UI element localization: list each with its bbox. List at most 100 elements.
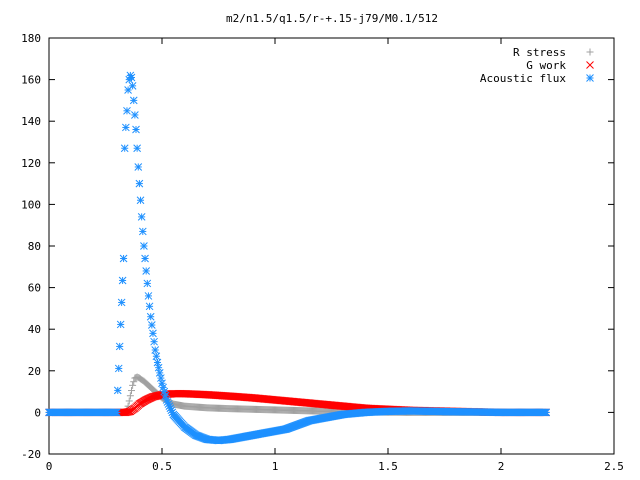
x-tick-label: 0.5 bbox=[152, 460, 172, 473]
data-point-stroke bbox=[150, 337, 158, 346]
data-point bbox=[128, 81, 137, 90]
data-point-stroke bbox=[118, 276, 127, 285]
data-point-stroke bbox=[132, 125, 140, 134]
data-point bbox=[154, 363, 163, 372]
data-point bbox=[127, 73, 136, 82]
data-point bbox=[141, 254, 149, 263]
y-tick-label: 120 bbox=[21, 157, 41, 170]
axes: 0 0.5 1 1.5 2 2.5 -20 0 20 40 60 80 100 120 140 160 180 bbox=[21, 32, 624, 473]
data-point bbox=[142, 267, 151, 275]
data-point bbox=[125, 397, 133, 405]
data-point bbox=[137, 213, 146, 221]
data-point bbox=[131, 111, 139, 119]
data-point bbox=[117, 298, 126, 307]
data-point-stroke bbox=[161, 391, 170, 400]
data-point-stroke bbox=[137, 213, 146, 221]
data-point bbox=[126, 392, 134, 400]
data-point-stroke bbox=[142, 267, 151, 275]
chart-title: m2/n1.5/q1.5/r-+.15-j79/M0.1/512 bbox=[226, 12, 438, 25]
x-tick-label: 2.5 bbox=[604, 460, 624, 473]
data-point-stroke bbox=[121, 123, 130, 132]
data-point bbox=[147, 321, 156, 329]
data-point-stroke bbox=[149, 329, 157, 338]
data-point bbox=[153, 358, 162, 367]
data-point-stroke bbox=[136, 196, 145, 205]
data-point bbox=[157, 374, 165, 382]
data-point bbox=[119, 254, 128, 263]
y-tick-label: -20 bbox=[21, 448, 41, 461]
data-point-stroke bbox=[141, 254, 149, 263]
y-tick-label: 180 bbox=[21, 32, 41, 45]
x-tick-label: 0 bbox=[46, 460, 53, 473]
y-tick-label: 80 bbox=[28, 240, 41, 253]
data-point bbox=[133, 144, 141, 153]
data-point-stroke bbox=[123, 106, 131, 115]
data-point bbox=[138, 227, 147, 236]
data-point-stroke bbox=[120, 144, 129, 153]
data-point bbox=[155, 369, 164, 377]
data-point bbox=[115, 342, 124, 351]
data-point bbox=[145, 302, 154, 311]
data-point bbox=[130, 378, 138, 386]
data-point bbox=[150, 337, 158, 346]
data-point-stroke bbox=[117, 298, 126, 307]
data-point-stroke bbox=[114, 364, 123, 373]
data-point-stroke bbox=[135, 179, 144, 188]
data-point bbox=[135, 179, 144, 188]
data-point bbox=[146, 312, 155, 321]
data-point-stroke bbox=[146, 312, 155, 321]
x-tick-label: 1 bbox=[272, 460, 279, 473]
data-point bbox=[134, 163, 143, 171]
data-point-stroke bbox=[116, 320, 125, 329]
data-point bbox=[127, 387, 135, 395]
data-point-stroke bbox=[138, 227, 147, 236]
data-point bbox=[120, 144, 129, 153]
data-point bbox=[149, 329, 157, 338]
data-point bbox=[112, 408, 121, 417]
y-tick-label: 160 bbox=[21, 74, 41, 87]
y-tick-label: 140 bbox=[21, 115, 41, 128]
data-point-stroke bbox=[134, 163, 143, 171]
data-point bbox=[152, 352, 161, 361]
data-point bbox=[114, 364, 123, 373]
y-tick-label: 100 bbox=[21, 198, 41, 211]
data-point-stroke bbox=[112, 408, 121, 417]
data-point-stroke bbox=[127, 73, 136, 82]
data-point-stroke bbox=[129, 96, 138, 105]
data-point-stroke bbox=[119, 254, 128, 263]
data-point bbox=[132, 125, 140, 134]
y-tick-label: 0 bbox=[34, 406, 41, 419]
series-star bbox=[45, 71, 551, 445]
x-tick-label: 1.5 bbox=[378, 460, 398, 473]
data-point-stroke bbox=[143, 279, 152, 288]
y-tick-label: 60 bbox=[28, 282, 41, 295]
data-point-stroke bbox=[152, 352, 161, 361]
series-layer bbox=[45, 71, 551, 445]
data-point bbox=[123, 106, 131, 115]
data-point bbox=[136, 196, 145, 205]
data-point bbox=[118, 276, 127, 285]
data-point-stroke bbox=[159, 383, 167, 392]
data-point bbox=[151, 346, 160, 354]
data-point bbox=[113, 386, 122, 395]
data-point-stroke bbox=[144, 292, 153, 300]
data-point bbox=[143, 279, 152, 288]
data-point-stroke bbox=[113, 386, 122, 395]
data-point-stroke bbox=[131, 111, 139, 119]
data-point bbox=[116, 320, 125, 329]
data-point bbox=[144, 292, 153, 300]
x-tick-label: 2 bbox=[498, 460, 505, 473]
data-point-stroke bbox=[115, 342, 124, 351]
data-point bbox=[129, 381, 137, 389]
data-point-stroke bbox=[128, 81, 137, 90]
y-tick-label: 20 bbox=[28, 365, 41, 378]
data-point-stroke bbox=[160, 387, 169, 396]
data-point-stroke bbox=[140, 242, 148, 250]
y-tick-label: 40 bbox=[28, 323, 41, 336]
data-point-stroke bbox=[158, 379, 166, 388]
data-point bbox=[121, 123, 130, 132]
data-point-stroke bbox=[147, 321, 156, 329]
data-point-stroke bbox=[151, 346, 160, 354]
data-point-stroke bbox=[145, 302, 154, 311]
